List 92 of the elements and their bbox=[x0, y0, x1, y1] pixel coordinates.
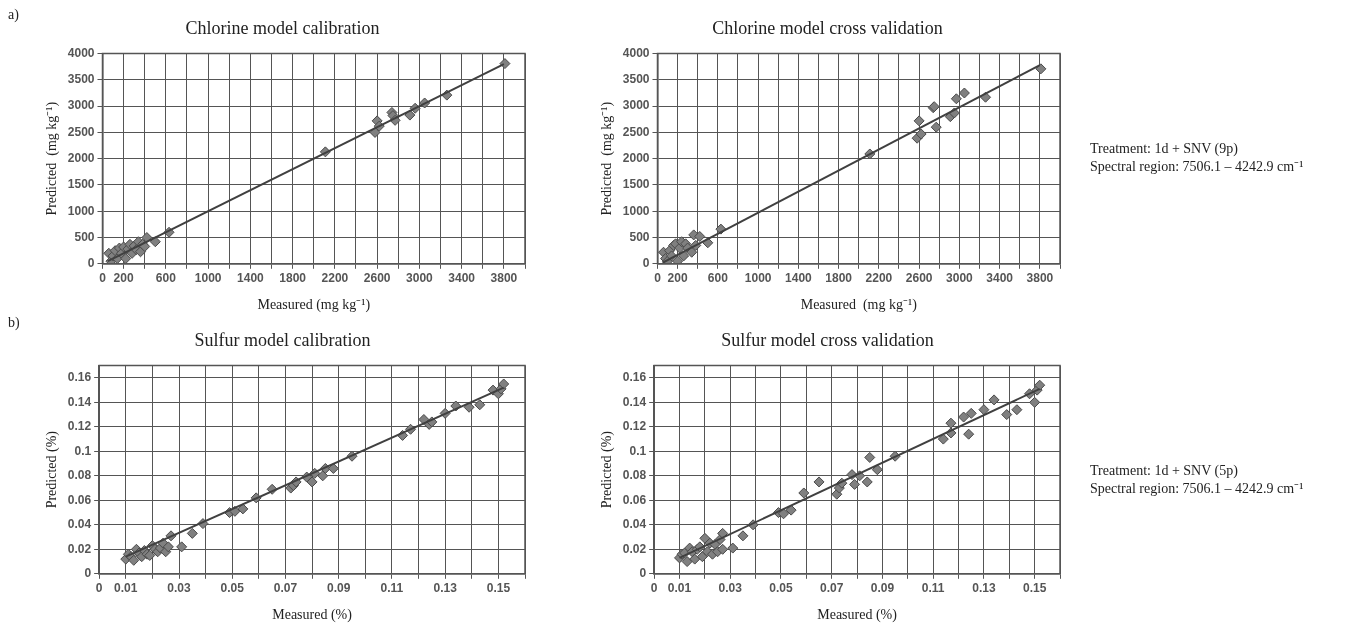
y-tick-label: 2000 bbox=[622, 151, 650, 166]
text: Treatment: 1d + SNV (9p) bbox=[1090, 140, 1239, 158]
y-tick-label: 1000 bbox=[622, 203, 650, 218]
y-tick-label: 0 bbox=[84, 566, 92, 581]
x-tick-label: 3000 bbox=[406, 271, 434, 286]
y-tick-label: 0.14 bbox=[622, 394, 647, 409]
text: Spectral region: 7506.1 – 4242.9 cm⁻¹ bbox=[1090, 158, 1304, 176]
x-tick-label: 0.09 bbox=[327, 581, 351, 596]
y-tick-label: 0.06 bbox=[67, 492, 92, 507]
x-tick-label: 0.05 bbox=[220, 581, 245, 596]
y-tick-label: 0.02 bbox=[67, 541, 92, 556]
x-tick-label: 0.11 bbox=[921, 581, 945, 596]
x-tick-label: 0 bbox=[99, 271, 107, 286]
y-tick-label: 3000 bbox=[67, 98, 95, 113]
text: Spectral region: 7506.1 – 4242.9 cm⁻¹ bbox=[1090, 480, 1304, 498]
y-tick-label: 3500 bbox=[67, 72, 95, 87]
x-tick-label: 3000 bbox=[946, 271, 974, 286]
x-tick-label: 0.13 bbox=[972, 581, 996, 596]
x-axis-title: Measured (%) bbox=[272, 607, 353, 624]
x-tick-label: 1400 bbox=[237, 271, 265, 286]
x-tick-label: 200 bbox=[667, 271, 688, 286]
chart-title: Chlorine model calibration bbox=[185, 17, 380, 38]
y-tick-label: 0.12 bbox=[622, 419, 647, 434]
x-tick-label: 0.01 bbox=[114, 581, 138, 596]
y-tick-label: 0.12 bbox=[67, 419, 92, 434]
chart-title: Chlorine model cross validation bbox=[712, 17, 943, 38]
y-axis-title: Predicted (%) bbox=[44, 430, 61, 509]
x-tick-label: 600 bbox=[707, 271, 729, 286]
x-tick-label: 0.15 bbox=[486, 581, 511, 596]
x-tick-label: 0.11 bbox=[380, 581, 404, 596]
y-tick-label: 1000 bbox=[67, 203, 95, 218]
y-axis-title: Predicted (mg kg⁻¹) bbox=[599, 101, 616, 216]
x-axis-title: Measured (mg kg⁻¹) bbox=[257, 297, 371, 314]
x-tick-label: 2600 bbox=[363, 271, 391, 286]
x-tick-label: 2600 bbox=[905, 271, 933, 286]
y-tick-label: 4000 bbox=[622, 45, 650, 60]
y-tick-label: 0.02 bbox=[622, 541, 647, 556]
y-tick-label: 0.16 bbox=[622, 370, 647, 385]
x-tick-label: 0.09 bbox=[870, 581, 895, 596]
x-tick-label: 0.03 bbox=[167, 581, 191, 596]
y-tick-label: 0 bbox=[87, 256, 95, 271]
y-tick-label: 0.04 bbox=[622, 517, 647, 532]
y-tick-label: 3000 bbox=[622, 98, 650, 113]
x-tick-label: 0 bbox=[654, 271, 662, 286]
y-tick-label: 0.08 bbox=[622, 468, 647, 483]
y-tick-label: 0.08 bbox=[67, 468, 92, 483]
x-tick-label: 0.13 bbox=[433, 581, 458, 596]
x-tick-label: 0.15 bbox=[1022, 581, 1047, 596]
x-axis-title: Measured (%) bbox=[817, 607, 898, 624]
y-tick-label: 2500 bbox=[622, 124, 650, 139]
x-tick-label: 1800 bbox=[825, 271, 853, 286]
y-tick-label: 0.14 bbox=[67, 394, 92, 409]
x-tick-label: 3400 bbox=[448, 271, 476, 286]
y-tick-label: 0.1 bbox=[74, 443, 92, 458]
y-tick-label: 1500 bbox=[67, 177, 95, 192]
y-tick-label: 500 bbox=[629, 229, 650, 244]
y-tick-label: 2500 bbox=[67, 124, 95, 139]
x-tick-label: 2200 bbox=[865, 271, 893, 286]
y-tick-label: 0 bbox=[642, 256, 650, 271]
x-tick-label: 0.01 bbox=[667, 581, 692, 596]
x-tick-label: 1000 bbox=[194, 271, 222, 286]
y-tick-label: 1500 bbox=[622, 177, 650, 192]
x-tick-label: 200 bbox=[113, 271, 134, 286]
x-tick-label: 2200 bbox=[321, 271, 349, 286]
y-tick-label: 0.04 bbox=[67, 517, 92, 532]
x-tick-label: 3400 bbox=[986, 271, 1014, 286]
text: b) bbox=[8, 314, 20, 332]
y-tick-label: 0.16 bbox=[67, 370, 92, 385]
chart-title: Sulfur model cross validation bbox=[721, 329, 934, 350]
y-tick-label: 0.1 bbox=[629, 443, 647, 458]
x-tick-label: 3800 bbox=[1026, 271, 1054, 286]
y-tick-label: 3500 bbox=[622, 72, 650, 87]
text: Treatment: 1d + SNV (5p) bbox=[1090, 462, 1239, 480]
y-tick-label: 500 bbox=[74, 229, 95, 244]
x-tick-label: 0.03 bbox=[718, 581, 743, 596]
chart-title: Sulfur model calibration bbox=[194, 329, 371, 350]
x-tick-label: 0.07 bbox=[273, 581, 298, 596]
text: a) bbox=[8, 6, 19, 24]
y-axis-title: Predicted (mg kg⁻¹) bbox=[44, 101, 61, 216]
x-tick-label: 0.05 bbox=[769, 581, 793, 596]
y-tick-label: 4000 bbox=[67, 45, 95, 60]
y-tick-label: 2000 bbox=[67, 151, 95, 166]
x-tick-label: 0.07 bbox=[820, 581, 844, 596]
x-axis-title: Measured (mg kg⁻¹) bbox=[800, 297, 918, 314]
x-tick-label: 1800 bbox=[279, 271, 307, 286]
x-tick-label: 3800 bbox=[490, 271, 518, 286]
x-tick-label: 600 bbox=[155, 271, 177, 286]
y-tick-label: 0 bbox=[639, 566, 647, 581]
x-tick-label: 1400 bbox=[785, 271, 813, 286]
y-tick-label: 0.06 bbox=[622, 492, 647, 507]
x-tick-label: 1000 bbox=[744, 271, 772, 286]
y-axis-title: Predicted (%) bbox=[599, 430, 616, 509]
